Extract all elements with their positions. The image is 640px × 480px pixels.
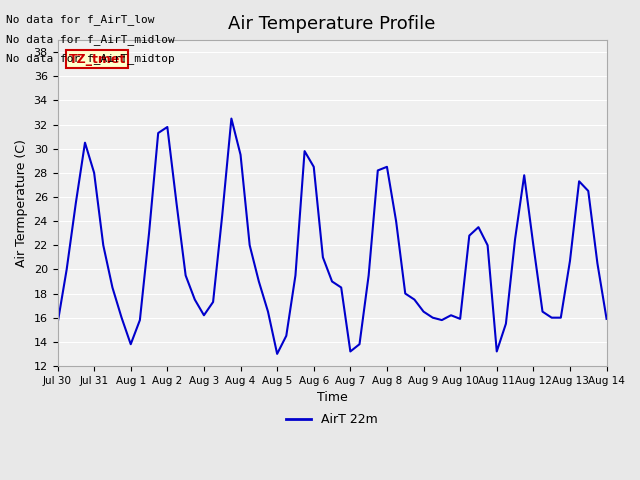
Text: No data for f_AirT_midtop: No data for f_AirT_midtop — [6, 53, 175, 64]
Text: No data for f_AirT_low: No data for f_AirT_low — [6, 14, 155, 25]
Y-axis label: Air Termperature (C): Air Termperature (C) — [15, 139, 28, 267]
Title: Air Temperature Profile: Air Temperature Profile — [228, 15, 436, 33]
X-axis label: Time: Time — [317, 391, 348, 404]
Text: TZ_tmet: TZ_tmet — [68, 53, 125, 66]
Text: No data for f_AirT_midlow: No data for f_AirT_midlow — [6, 34, 175, 45]
Legend: AirT 22m: AirT 22m — [281, 408, 383, 432]
